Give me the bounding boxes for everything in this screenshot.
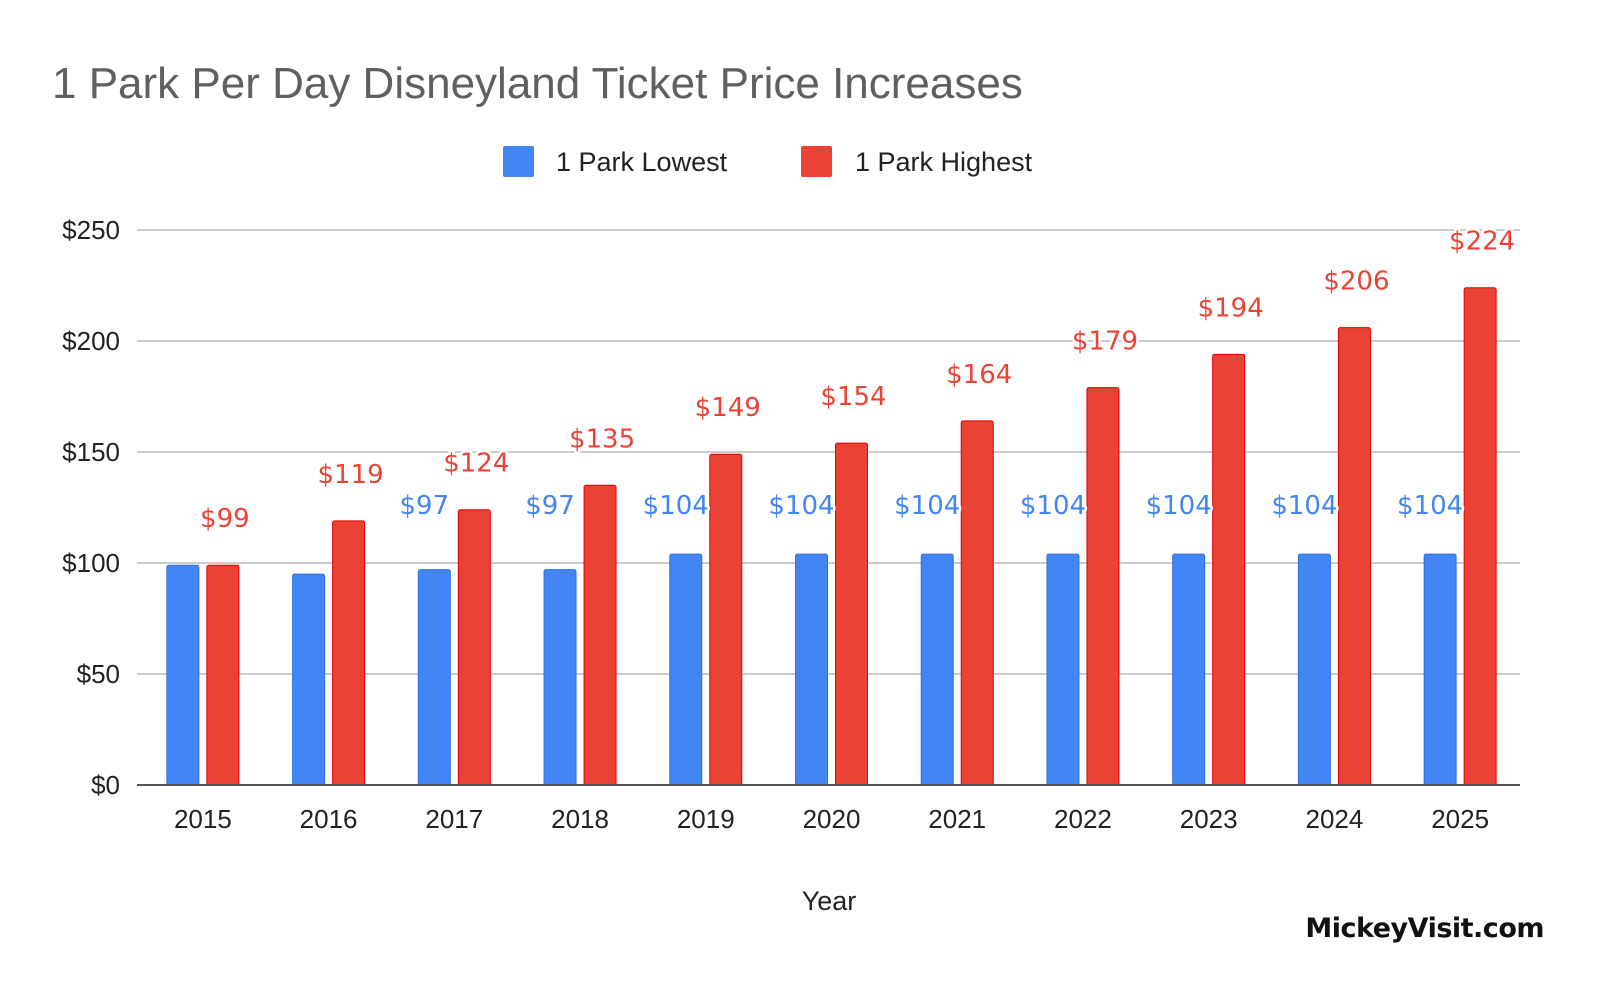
bar-1-park-lowest-2025 (1423, 553, 1457, 786)
data-label-lowest-2025: $104 (1397, 491, 1463, 521)
bar-1-park-lowest-2022 (1046, 553, 1080, 786)
data-label-highest-2024: $206 (1323, 267, 1389, 297)
data-label-highest-2022: $179 (1072, 327, 1138, 357)
bar-1-park-lowest-2017 (417, 569, 451, 786)
bar-1-park-highest-2021 (960, 420, 994, 786)
bar-1-park-lowest-2019 (669, 553, 703, 786)
data-label-lowest-2019: $104 (643, 491, 709, 521)
x-axis-title: Year (802, 886, 857, 916)
legend-swatch-highest (801, 146, 832, 177)
y-tick-label: $100 (62, 548, 120, 578)
legend-label-lowest: 1 Park Lowest (556, 147, 728, 177)
x-tick-label: 2017 (425, 804, 483, 834)
y-tick-label: $50 (77, 659, 120, 689)
y-axis: $0 $50 $100 $150 $200 $250 (62, 215, 120, 800)
x-tick-label: 2019 (677, 804, 735, 834)
data-label-lowest-2018: $97 (525, 491, 575, 521)
bar-1-park-lowest-2021 (920, 553, 954, 786)
chart-title: 1 Park Per Day Disneyland Ticket Price I… (52, 59, 1023, 108)
bars (166, 287, 1497, 786)
x-tick-label: 2016 (300, 804, 358, 834)
x-tick-label: 2018 (551, 804, 609, 834)
legend-swatch-lowest (503, 146, 534, 177)
bar-1-park-lowest-2015 (166, 564, 200, 786)
data-label-highest-2018: $135 (569, 424, 635, 454)
data-label-highest-2023: $194 (1198, 293, 1264, 323)
bar-1-park-highest-2020 (835, 442, 868, 786)
x-tick-label: 2021 (928, 804, 986, 834)
y-tick-label: $200 (62, 326, 120, 356)
bar-1-park-lowest-2020 (795, 553, 828, 786)
data-label-highest-2019: $149 (695, 393, 761, 423)
gridlines (137, 229, 1520, 675)
bar-1-park-lowest-2018 (543, 569, 577, 786)
data-label-lowest-2020: $104 (768, 491, 834, 521)
watermark: MickeyVisit.com (1305, 913, 1544, 944)
bar-1-park-lowest-2023 (1172, 553, 1206, 786)
data-label-highest-2016: $119 (318, 460, 384, 490)
x-tick-label: 2015 (174, 804, 232, 834)
bar-1-park-highest-2015 (206, 564, 240, 786)
data-label-highest-2025: $224 (1449, 227, 1515, 257)
data-labels: $99 $119 $97 $124 $97 $135 $104 $149 $104 $154 $10… (198, 224, 1518, 536)
data-label-lowest-2023: $104 (1146, 491, 1212, 521)
y-tick-label: $150 (62, 437, 120, 467)
bar-1-park-highest-2018 (583, 484, 617, 786)
bar-1-park-highest-2024 (1337, 327, 1371, 786)
bar-1-park-highest-2022 (1086, 387, 1120, 786)
bar-1-park-lowest-2024 (1297, 553, 1331, 786)
bar-1-park-highest-2025 (1463, 287, 1497, 786)
data-label-highest-2021: $164 (946, 360, 1012, 390)
bar-1-park-highest-2019 (709, 453, 743, 786)
y-tick-label: $0 (91, 770, 120, 800)
x-tick-label: 2022 (1054, 804, 1112, 834)
data-label-lowest-2022: $104 (1020, 491, 1086, 521)
y-tick-label: $250 (62, 215, 120, 245)
x-tick-label: 2024 (1305, 804, 1363, 834)
legend-label-highest: 1 Park Highest (855, 147, 1033, 177)
data-label-lowest-2017: $97 (399, 491, 449, 521)
x-tick-label: 2023 (1180, 804, 1238, 834)
data-label-highest-2017: $124 (443, 449, 509, 479)
data-label-highest-2015: $99 (200, 504, 250, 534)
data-label-highest-2020: $154 (820, 382, 886, 412)
bar-1-park-highest-2023 (1212, 353, 1246, 786)
bar-1-park-lowest-2016 (292, 573, 326, 786)
data-label-lowest-2021: $104 (894, 491, 960, 521)
x-tick-label: 2020 (803, 804, 861, 834)
x-axis: 2015 2016 2017 2018 2019 2020 2021 2022 2023 2024… (174, 804, 1489, 834)
bar-1-park-highest-2017 (457, 509, 491, 786)
data-label-lowest-2024: $104 (1271, 491, 1337, 521)
legend: 1 Park Lowest 1 Park Highest (503, 146, 1033, 177)
bar-1-park-highest-2016 (332, 520, 366, 786)
x-tick-label: 2025 (1431, 804, 1489, 834)
